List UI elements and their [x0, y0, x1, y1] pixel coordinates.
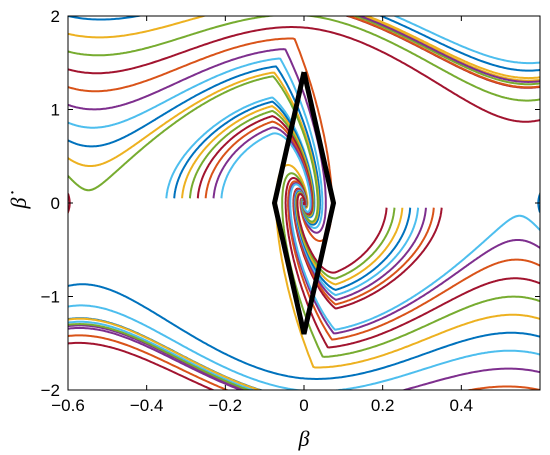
- y-tick-label: −1: [41, 288, 60, 307]
- trajectory-line: [345, 16, 540, 89]
- trajectory-layer: [68, 0, 540, 418]
- trajectory-line: [68, 193, 71, 216]
- x-tick-label: −0.2: [209, 396, 243, 415]
- trajectory-line: [68, 211, 69, 215]
- boundary-layer: [271, 71, 337, 335]
- x-tick-label: −0.6: [51, 396, 85, 415]
- x-axis: −0.6 −0.4 −0.2 0 0.2 0.4: [51, 16, 473, 415]
- trajectory-line: [68, 16, 144, 21]
- trajectory-line: [68, 334, 230, 390]
- y-tick-label: 2: [51, 7, 60, 26]
- trajectory-line: [392, 16, 540, 65]
- trajectory-line: [364, 16, 540, 80]
- trajectory-line: [68, 246, 69, 249]
- y-axis-label: β̇: [6, 191, 31, 210]
- trajectory-line: [539, 140, 540, 142]
- trajectory-line: [139, 0, 225, 7]
- trajectory-line: [464, 385, 540, 390]
- trajectory-line: [162, 0, 247, 7]
- trajectory-line: [68, 26, 540, 123]
- y-tick-label: −2: [41, 381, 60, 400]
- trajectory-line: [539, 191, 540, 195]
- trajectory-line: [539, 16, 540, 17]
- trajectory-line: [68, 326, 244, 390]
- trajectory-line: [68, 335, 69, 337]
- trajectory-line: [539, 51, 540, 53]
- trajectory-line: [68, 16, 540, 102]
- trajectory-line: [68, 16, 540, 82]
- trajectory-line: [68, 320, 256, 390]
- trajectory-line: [296, 193, 388, 274]
- x-axis-label: β: [298, 426, 310, 451]
- trajectory-line: [352, 16, 540, 86]
- trajectory-line: [539, 69, 540, 71]
- x-tick-label: 0.2: [371, 396, 395, 415]
- y-tick-label: 0: [51, 194, 60, 213]
- trajectory-line: [356, 16, 540, 84]
- trajectory-line: [68, 317, 263, 390]
- trajectory-line: [68, 353, 69, 355]
- trajectory-line: [539, 122, 540, 124]
- trajectory-line: [115, 0, 214, 7]
- x-tick-label: −0.4: [130, 396, 164, 415]
- trajectory-line: [378, 16, 540, 72]
- trajectory-line: [68, 283, 540, 380]
- x-tick-label: 0.4: [450, 396, 474, 415]
- y-tick-label: 1: [51, 101, 60, 120]
- trajectory-line: [539, 104, 540, 106]
- trajectory-line: [68, 341, 216, 390]
- trajectory-line: [539, 157, 540, 160]
- trajectory-line: [92, 0, 214, 7]
- trajectory-line: [68, 322, 252, 390]
- diamond-boundary: [271, 71, 337, 335]
- trajectory-line: [68, 229, 69, 231]
- trajectory-line: [220, 132, 312, 213]
- x-tick-label: 0: [299, 396, 308, 415]
- trajectory-line: [539, 86, 540, 88]
- trajectory-line: [68, 304, 540, 390]
- trajectory-line: [539, 33, 540, 35]
- trajectory-line: [68, 318, 69, 320]
- trajectory-line: [68, 0, 226, 10]
- trajectory-line: [394, 399, 493, 418]
- trajectory-line: [539, 175, 540, 177]
- y-axis: −2 −1 0 1 2: [41, 7, 540, 400]
- trajectory-line: [537, 190, 540, 213]
- trajectory-line: [68, 324, 540, 390]
